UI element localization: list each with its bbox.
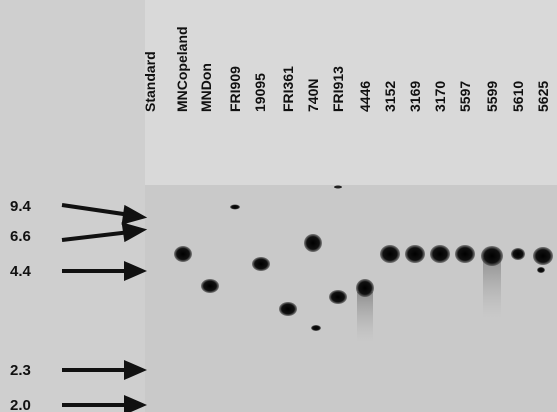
lane-label: Standard [142,51,158,112]
lane-label: MNCopeland [174,26,190,112]
lane-label: 3170 [432,81,448,112]
band [380,245,400,263]
band [230,205,240,210]
band [304,234,322,252]
lane-label: FRI361 [280,66,296,112]
band [279,302,297,316]
band [311,325,321,331]
band [201,279,219,293]
band [537,267,545,273]
band [174,246,192,262]
lane-label: FRI913 [330,66,346,112]
band [405,245,425,263]
smear [483,258,501,318]
lane-label: 3152 [382,81,398,112]
marker-label: 4.4 [10,263,32,280]
band [334,186,342,189]
marker-label: 2.3 [10,362,31,379]
band [356,279,374,297]
lane-label: 3169 [407,81,423,112]
band [252,257,270,271]
band [455,245,475,263]
band [481,246,503,266]
lane-label: MNDon [198,63,214,112]
marker-label: 6.6 [10,228,31,245]
lane-label: 5625 [535,81,551,112]
marker-label: 2.0 [10,397,31,412]
lane-label: 740N [305,79,321,112]
gel-image: Standard MNCopeland MNDon FRI909 19095 FRI361… [0,0,557,412]
lane-label: 4446 [357,81,373,112]
band [533,247,553,265]
lane-label: 5599 [484,81,500,112]
band [511,248,525,260]
lane-label: 5610 [510,81,526,112]
lane-label: 5597 [457,81,473,112]
lane-label: FRI909 [227,66,243,112]
band [329,290,347,304]
band [430,245,450,263]
marker-label: 9.4 [10,198,32,215]
smear [357,292,373,342]
lane-label: 19095 [252,73,268,112]
